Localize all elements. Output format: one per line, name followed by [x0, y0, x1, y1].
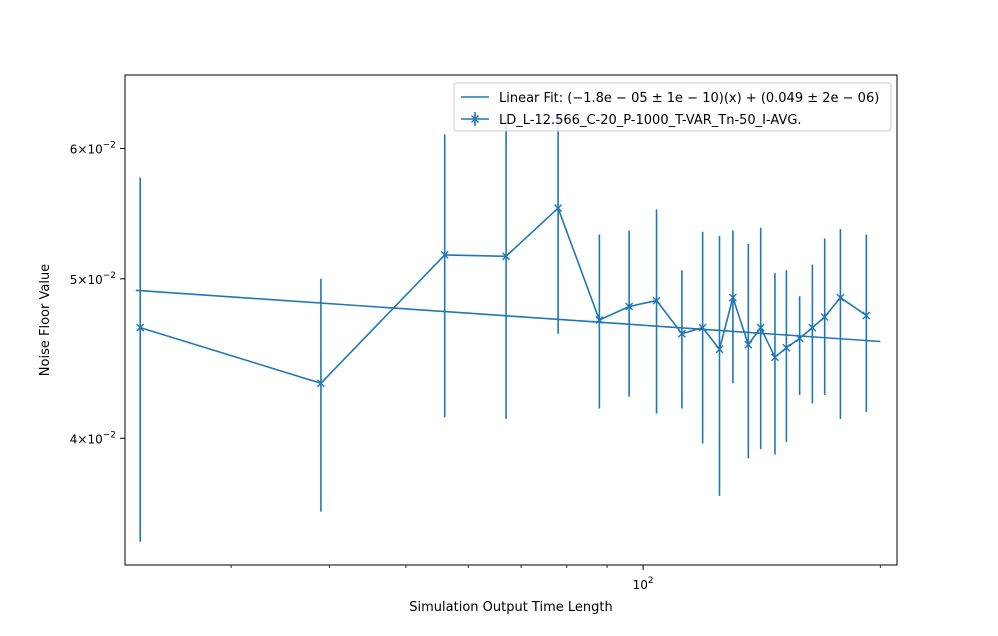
data-point [808, 323, 817, 332]
x-tick-label: 102 [633, 576, 654, 592]
axes-frame [124, 74, 898, 566]
y-tick-label: 5×10−2 [70, 271, 116, 287]
legend-box [453, 82, 892, 132]
data-point [316, 379, 325, 388]
y-tick-label: 6×10−2 [70, 141, 116, 157]
data-point [502, 252, 511, 261]
x-axis-label: Simulation Output Time Length [409, 600, 612, 615]
data-point [677, 329, 686, 338]
data-point [862, 311, 871, 320]
data-point [652, 296, 661, 305]
data-point [554, 204, 563, 213]
y-tick-label: 4×10−2 [70, 430, 116, 446]
data-point [698, 323, 707, 332]
y-axis-label: Noise Floor Value [38, 264, 53, 376]
legend-data-label: LD_L-12.566_C-20_P-1000_T-VAR_Tn-50_I-AV… [499, 113, 802, 128]
data-point [756, 323, 765, 332]
data-point [440, 250, 449, 259]
data-point [136, 323, 145, 332]
data-point [625, 302, 634, 311]
axes: 102 4×10−2 5×10−2 6×10−2 [70, 74, 898, 592]
data-point [728, 293, 737, 302]
data-point [595, 315, 604, 324]
data-point [770, 353, 779, 362]
data-point [782, 343, 791, 352]
data-point [836, 293, 845, 302]
legend-data-swatch-marker [471, 115, 479, 123]
data-point [715, 345, 724, 354]
legend-fit-label: Linear Fit: (−1.8e − 05 ± 1e − 10)(x) + … [499, 91, 879, 106]
plot-area [135, 114, 881, 542]
legend: Linear Fit: (−1.8e − 05 ± 1e − 10)(x) + … [453, 82, 892, 132]
data-point [795, 334, 804, 343]
data-point [820, 312, 829, 321]
data-point [744, 340, 753, 349]
